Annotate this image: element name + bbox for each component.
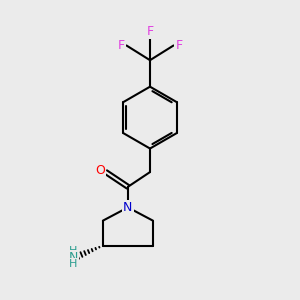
Text: H: H (69, 259, 78, 269)
Text: O: O (95, 164, 105, 177)
Text: F: F (175, 39, 182, 52)
Text: N: N (69, 251, 78, 264)
Text: H: H (69, 246, 78, 256)
Text: N: N (123, 201, 133, 214)
Text: F: F (118, 39, 125, 52)
Text: F: F (146, 25, 154, 38)
